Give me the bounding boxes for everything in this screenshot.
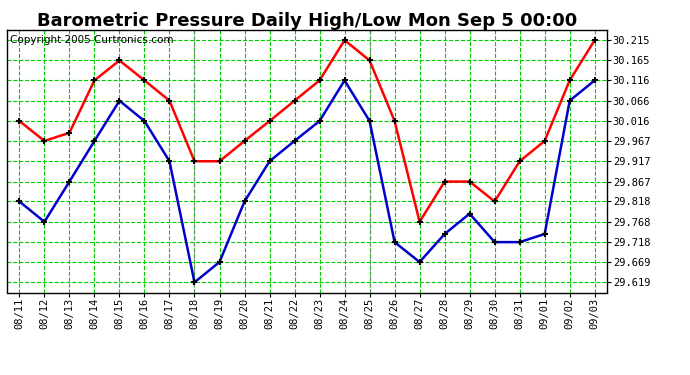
Text: Copyright 2005 Curtronics.com: Copyright 2005 Curtronics.com xyxy=(10,35,173,45)
Title: Barometric Pressure Daily High/Low Mon Sep 5 00:00: Barometric Pressure Daily High/Low Mon S… xyxy=(37,12,577,30)
